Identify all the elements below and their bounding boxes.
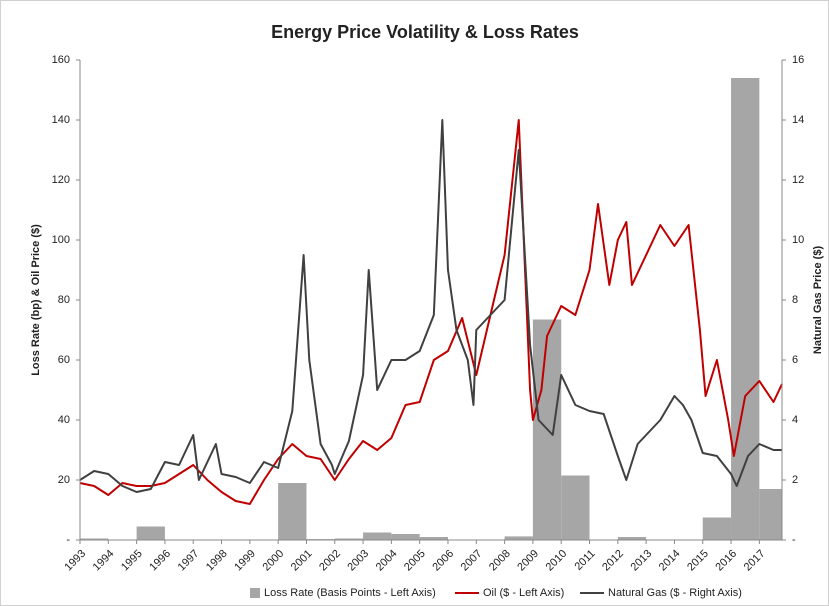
legend-label: Natural Gas ($ - Right Axis) <box>608 587 742 599</box>
bar <box>759 489 782 540</box>
bar <box>334 538 364 540</box>
y2-tick-label: 2 <box>792 474 798 486</box>
y-tick-label: - <box>66 534 70 546</box>
y2-tick-label: 16 <box>792 54 804 66</box>
y2-tick-label: 6 <box>792 354 798 366</box>
y2-tick-label: 10 <box>792 234 804 246</box>
y-tick-label: 80 <box>58 294 70 306</box>
y2-tick-label: - <box>792 534 796 546</box>
y-tick-label: 100 <box>52 234 70 246</box>
y2-tick-label: 4 <box>792 414 798 426</box>
bar <box>504 536 533 540</box>
y-axis-label: Loss Rate (bp) & Oil Price ($) <box>30 224 42 376</box>
y2-axis-label: Natural Gas Price ($) <box>812 246 824 355</box>
y-tick-label: 60 <box>58 354 70 366</box>
y2-tick-label: 14 <box>792 114 804 126</box>
bar <box>391 534 420 540</box>
legend-swatch <box>250 588 260 598</box>
bar <box>419 537 448 540</box>
line <box>79 119 782 493</box>
bar <box>278 483 307 540</box>
y-tick-label: 20 <box>58 474 70 486</box>
chart-title: Energy Price Volatility & Loss Rates <box>271 22 579 42</box>
y-tick-label: 40 <box>58 414 70 426</box>
bar <box>363 532 392 540</box>
y-tick-label: 140 <box>52 114 70 126</box>
bar <box>702 517 732 540</box>
y2-tick-label: 8 <box>792 294 798 306</box>
y-tick-label: 120 <box>52 174 70 186</box>
y2-tick-label: 12 <box>792 174 804 186</box>
bar <box>561 475 590 540</box>
legend-label: Oil ($ - Left Axis) <box>483 587 564 599</box>
y-tick-label: 160 <box>52 54 70 66</box>
line <box>79 119 783 505</box>
bar <box>80 538 109 540</box>
bar <box>617 537 647 540</box>
bar <box>731 78 760 540</box>
bar <box>136 526 165 540</box>
legend-label: Loss Rate (Basis Points - Left Axis) <box>264 587 436 599</box>
